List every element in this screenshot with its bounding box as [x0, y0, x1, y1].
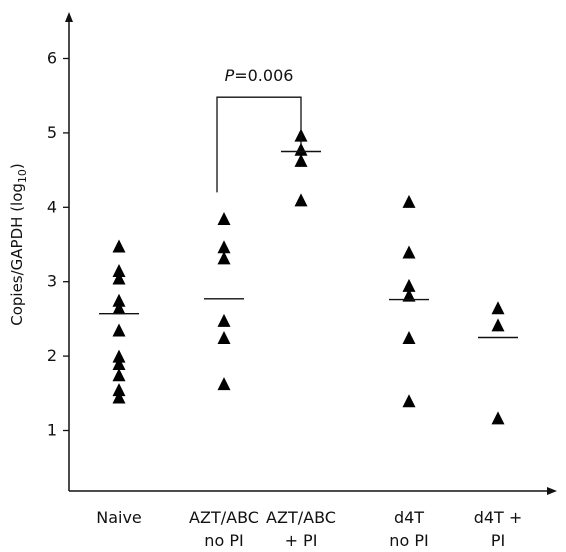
triangle-marker: [402, 394, 416, 408]
median-lines: [99, 150, 518, 339]
triangle-marker: [402, 278, 416, 292]
triangle-marker: [217, 251, 231, 265]
triangle-marker: [402, 331, 416, 344]
significance-bracket: [216, 96, 302, 193]
triangle-marker: [112, 239, 126, 253]
p-value-letter: P: [225, 66, 235, 85]
y-tick-label: 5: [47, 123, 57, 142]
triangle-marker: [112, 264, 126, 278]
triangle-marker: [491, 411, 505, 425]
triangle-marker: [217, 240, 231, 254]
category-label-line1: Naive: [96, 508, 142, 527]
triangle-marker: [112, 368, 126, 382]
triangle-marker: [217, 211, 231, 225]
triangle-marker: [112, 301, 126, 315]
triangle-marker: [217, 377, 231, 391]
x-axis-arrowhead: [547, 487, 557, 495]
triangle-marker: [112, 323, 126, 337]
y-axis-title: Copies/GAPDH (log10): [8, 163, 29, 326]
triangle-marker: [112, 390, 126, 404]
y-tick-label: 3: [47, 272, 57, 291]
p-value-label: P=0.006: [225, 66, 294, 85]
category-label-line2: PI: [491, 531, 505, 550]
triangle-marker: [402, 194, 416, 208]
triangle-marker: [294, 142, 308, 156]
y-tick-label: 2: [47, 346, 57, 365]
category-label-line2: no PI: [204, 531, 243, 550]
triangle-marker: [402, 288, 416, 302]
p-value-number: =0.006: [234, 66, 293, 85]
x-axis-category-labels: Naive AZT/ABC no PI AZT/ABC + PI d4T no PI d4T …: [96, 508, 522, 550]
triangle-marker: [112, 349, 126, 363]
y-axis-ticks: 1 2 3 4 5 6: [47, 49, 69, 440]
triangle-marker: [112, 357, 126, 371]
category-label-line1: d4T: [394, 508, 424, 527]
y-axis-title-main: Copies/GAPDH (log: [8, 183, 26, 326]
triangle-marker: [294, 153, 308, 167]
triangle-marker: [294, 193, 308, 207]
triangle-marker: [402, 245, 416, 259]
chart-axes: [65, 12, 557, 495]
triangle-marker: [491, 318, 505, 332]
triangle-marker: [112, 383, 126, 397]
y-tick-label: 4: [47, 197, 57, 216]
category-label-line1: AZT/ABC: [189, 508, 259, 527]
category-label-line1: AZT/ABC: [266, 508, 336, 527]
y-axis-title-close: ): [8, 163, 26, 169]
y-axis-title-subscript: 10: [16, 169, 29, 183]
triangle-marker: [491, 301, 505, 315]
y-tick-label: 6: [47, 49, 57, 68]
category-label-line2: + PI: [285, 531, 318, 550]
triangle-marker: [217, 313, 231, 327]
y-tick-label: 1: [47, 421, 57, 440]
triangle-marker: [112, 293, 126, 307]
data-points: [112, 128, 505, 425]
significance-annotation: P=0.006: [216, 66, 302, 193]
category-label-line1: d4T +: [474, 508, 523, 527]
y-axis-arrowhead: [65, 12, 73, 22]
triangle-marker: [112, 271, 126, 285]
triangle-marker: [217, 331, 231, 344]
category-label-line2: no PI: [389, 531, 428, 550]
